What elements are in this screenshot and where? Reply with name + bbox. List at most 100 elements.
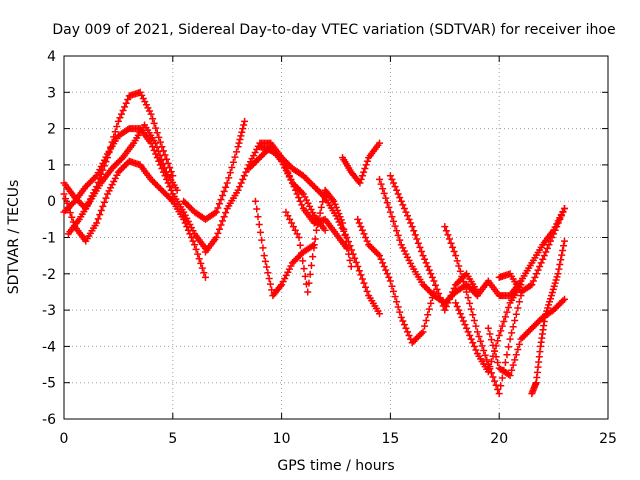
data-point — [494, 337, 502, 345]
data-point — [554, 301, 562, 309]
data-point — [379, 185, 387, 193]
data-point — [463, 288, 471, 296]
data-point — [422, 284, 430, 292]
data-point — [335, 210, 343, 218]
data-point — [147, 175, 155, 183]
data-point — [517, 335, 525, 343]
data-point — [301, 193, 309, 201]
data-point — [254, 155, 262, 163]
data-point — [102, 158, 110, 166]
data-point — [306, 178, 314, 186]
data-point — [450, 284, 458, 292]
data-point — [449, 243, 457, 251]
data-point — [369, 245, 377, 253]
data-point — [506, 335, 514, 343]
data-point — [508, 366, 516, 374]
data-point — [509, 361, 517, 369]
data-point — [62, 195, 70, 203]
data-point — [469, 311, 477, 319]
data-point — [368, 244, 376, 252]
data-point — [309, 209, 317, 217]
data-point — [108, 181, 116, 189]
data-point — [74, 197, 82, 205]
data-point — [312, 184, 320, 192]
data-point — [197, 259, 205, 267]
data-point — [355, 219, 363, 227]
data-point — [505, 304, 513, 312]
data-point — [455, 262, 463, 270]
data-point — [390, 287, 398, 295]
data-point — [445, 235, 453, 243]
data-point — [497, 382, 505, 390]
data-point — [421, 282, 429, 290]
data-point — [501, 358, 509, 366]
data-point — [376, 252, 384, 260]
data-point — [405, 256, 413, 264]
data-point — [105, 187, 113, 195]
data-point — [337, 216, 345, 224]
data-point — [540, 252, 548, 260]
x-tick-labels: 0 5 10 15 20 25 — [60, 431, 617, 447]
data-point — [151, 139, 159, 147]
data-point — [282, 208, 290, 216]
data-point — [414, 239, 422, 247]
data-point — [99, 166, 107, 174]
data-point — [463, 324, 471, 332]
data-point — [495, 332, 503, 340]
data-point — [560, 204, 568, 212]
data-point — [542, 310, 550, 318]
data-point — [194, 250, 202, 258]
data-point — [459, 278, 467, 286]
data-point — [376, 175, 384, 183]
data-point — [113, 123, 121, 131]
data-point — [149, 115, 157, 123]
data-point — [220, 187, 228, 195]
data-point — [464, 294, 472, 302]
data-point — [268, 286, 276, 294]
data-point — [551, 279, 559, 287]
data-point — [553, 223, 561, 231]
data-point — [68, 213, 76, 221]
data-point — [397, 241, 405, 249]
data-point — [355, 267, 363, 275]
data-point — [234, 143, 242, 151]
data-point — [239, 125, 247, 133]
data-point — [116, 157, 124, 165]
data-point — [362, 234, 370, 241]
data-point — [512, 351, 520, 359]
data-point — [290, 183, 298, 191]
data-point — [371, 247, 379, 255]
data-point — [316, 209, 324, 217]
data-point — [264, 269, 272, 277]
data-point — [66, 209, 74, 217]
data-point — [307, 205, 315, 213]
data-point — [362, 161, 370, 169]
data-point — [382, 194, 390, 202]
data-point — [116, 167, 124, 175]
data-point — [555, 265, 563, 273]
data-point — [385, 273, 393, 281]
data-point — [385, 203, 393, 211]
data-point — [424, 285, 432, 293]
data-point — [122, 99, 130, 107]
data-point — [119, 106, 127, 114]
data-point — [278, 281, 286, 289]
data-point — [360, 168, 368, 176]
data-point — [380, 189, 388, 197]
data-point — [422, 259, 430, 267]
data-point — [191, 241, 199, 249]
data-point — [397, 313, 405, 321]
data-point — [543, 244, 551, 252]
data-point — [523, 329, 531, 337]
data-point — [238, 128, 246, 136]
data-point — [484, 324, 492, 332]
data-point — [111, 128, 119, 136]
data-point — [410, 337, 418, 345]
data-point — [470, 316, 478, 324]
data-point — [419, 328, 427, 336]
data-point — [71, 194, 79, 202]
data-point — [483, 356, 491, 364]
data-point — [366, 242, 374, 250]
data-point — [419, 252, 427, 260]
data-point — [552, 276, 560, 284]
